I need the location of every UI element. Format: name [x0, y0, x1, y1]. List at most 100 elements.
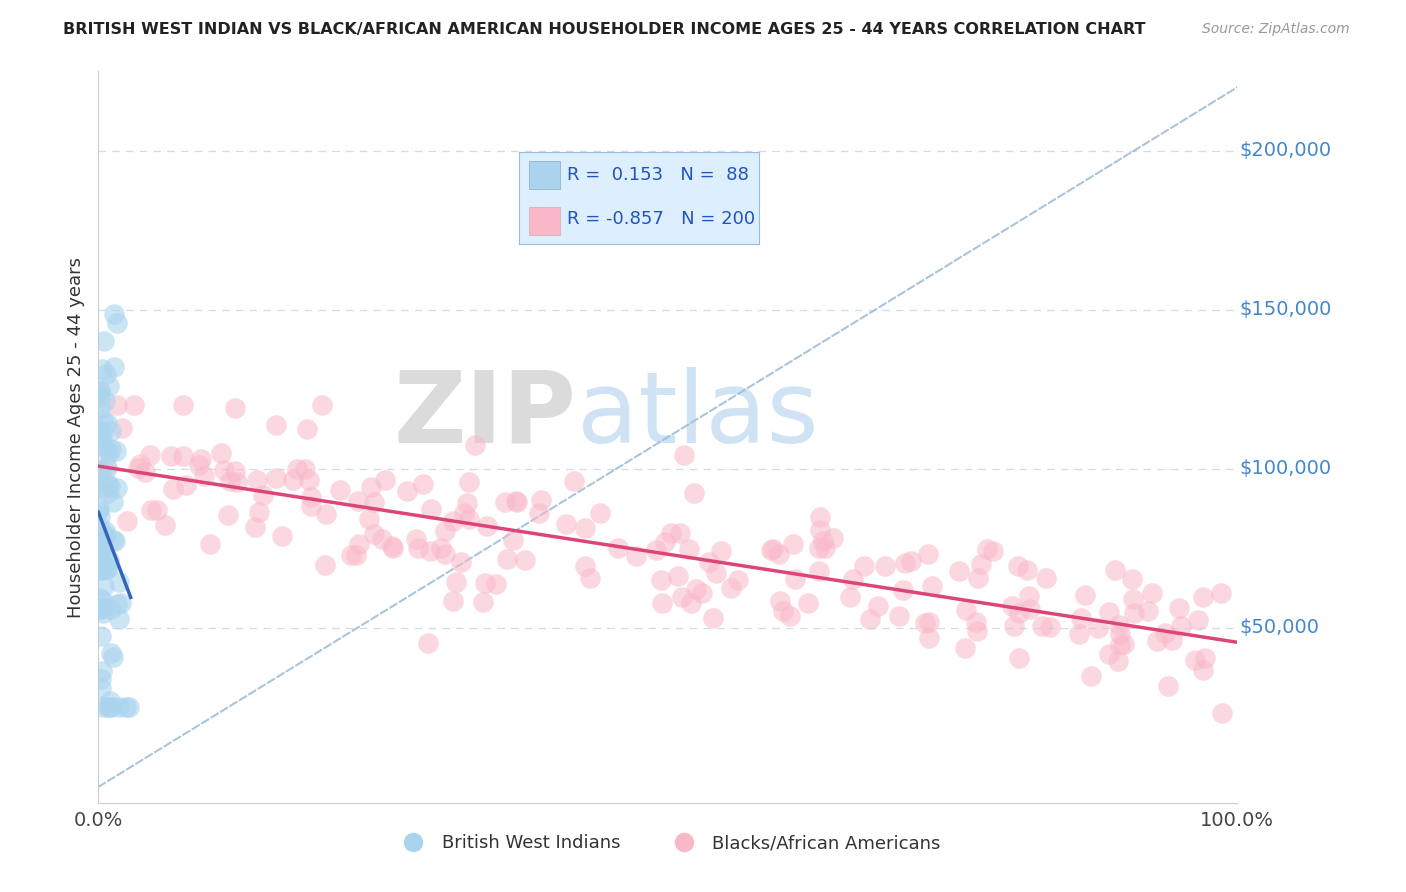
- Point: [174, 477, 197, 491]
- Point: [1001, 599, 1024, 613]
- Point: [458, 475, 481, 490]
- Point: [430, 541, 453, 555]
- Point: [89, 385, 111, 400]
- Point: [89, 543, 111, 558]
- Point: [188, 458, 211, 472]
- Point: [875, 558, 897, 573]
- Point: [360, 481, 382, 495]
- Point: [111, 421, 134, 435]
- Point: [446, 574, 468, 589]
- Point: [315, 507, 337, 521]
- Text: R = -0.857   N = 200: R = -0.857 N = 200: [567, 211, 755, 228]
- Point: [226, 475, 249, 489]
- Point: [297, 421, 319, 435]
- Point: [340, 548, 363, 562]
- Point: [127, 461, 149, 475]
- Point: [105, 398, 128, 412]
- Point: [159, 449, 181, 463]
- Point: [1002, 619, 1025, 633]
- Point: [434, 548, 457, 562]
- Point: [1019, 602, 1042, 616]
- Point: [1108, 618, 1130, 632]
- Point: [118, 700, 141, 714]
- Point: [408, 541, 430, 555]
- Point: [859, 612, 882, 626]
- Point: [1031, 619, 1053, 633]
- Point: [574, 521, 596, 535]
- Point: [97, 561, 120, 575]
- Point: [344, 548, 367, 562]
- Bar: [529, 161, 560, 189]
- Point: [100, 424, 122, 438]
- Point: [702, 611, 724, 625]
- Point: [1154, 626, 1177, 640]
- Point: [94, 394, 117, 409]
- Point: [281, 473, 304, 487]
- Point: [1074, 588, 1097, 602]
- Point: [91, 607, 114, 621]
- Point: [89, 549, 111, 563]
- Point: [1140, 586, 1163, 600]
- Text: $200,000: $200,000: [1240, 141, 1331, 161]
- Point: [1107, 654, 1129, 668]
- Point: [772, 604, 794, 618]
- Point: [769, 594, 792, 608]
- Text: atlas: atlas: [576, 367, 818, 464]
- Point: [129, 457, 152, 471]
- Bar: [529, 207, 560, 235]
- Point: [98, 553, 121, 567]
- Point: [671, 590, 693, 604]
- Point: [299, 490, 322, 504]
- Point: [101, 495, 124, 509]
- Point: [453, 506, 475, 520]
- Point: [357, 512, 380, 526]
- Point: [464, 438, 486, 452]
- Point: [420, 502, 443, 516]
- Point: [562, 475, 585, 489]
- Point: [115, 700, 138, 714]
- Point: [894, 556, 917, 570]
- Point: [100, 646, 122, 660]
- Point: [100, 700, 122, 714]
- Point: [921, 579, 943, 593]
- Point: [474, 576, 496, 591]
- Point: [90, 430, 112, 444]
- Point: [246, 473, 269, 487]
- Point: [506, 494, 529, 508]
- Point: [1104, 563, 1126, 577]
- Point: [554, 516, 576, 531]
- Point: [624, 549, 647, 563]
- Point: [91, 664, 114, 678]
- Point: [967, 571, 990, 585]
- Point: [839, 590, 862, 604]
- Point: [441, 593, 464, 607]
- Point: [329, 483, 352, 498]
- Point: [87, 424, 110, 438]
- Point: [91, 601, 114, 615]
- Text: Source: ZipAtlas.com: Source: ZipAtlas.com: [1202, 22, 1350, 37]
- Point: [1087, 621, 1109, 635]
- Point: [153, 517, 176, 532]
- Point: [347, 537, 370, 551]
- Point: [264, 417, 287, 432]
- Point: [579, 571, 602, 585]
- Point: [682, 486, 704, 500]
- Point: [247, 505, 270, 519]
- Point: [87, 540, 110, 554]
- Point: [105, 597, 128, 611]
- Point: [1123, 606, 1146, 620]
- Point: [105, 444, 128, 458]
- Point: [685, 582, 707, 597]
- Point: [90, 554, 112, 568]
- Point: [1137, 603, 1160, 617]
- Point: [87, 504, 110, 518]
- Point: [606, 541, 628, 556]
- Text: $50,000: $50,000: [1240, 618, 1320, 638]
- Point: [94, 528, 117, 542]
- Point: [1168, 600, 1191, 615]
- Point: [502, 533, 524, 548]
- Point: [441, 514, 464, 528]
- Point: [87, 481, 110, 495]
- Point: [90, 673, 112, 687]
- Point: [100, 601, 122, 615]
